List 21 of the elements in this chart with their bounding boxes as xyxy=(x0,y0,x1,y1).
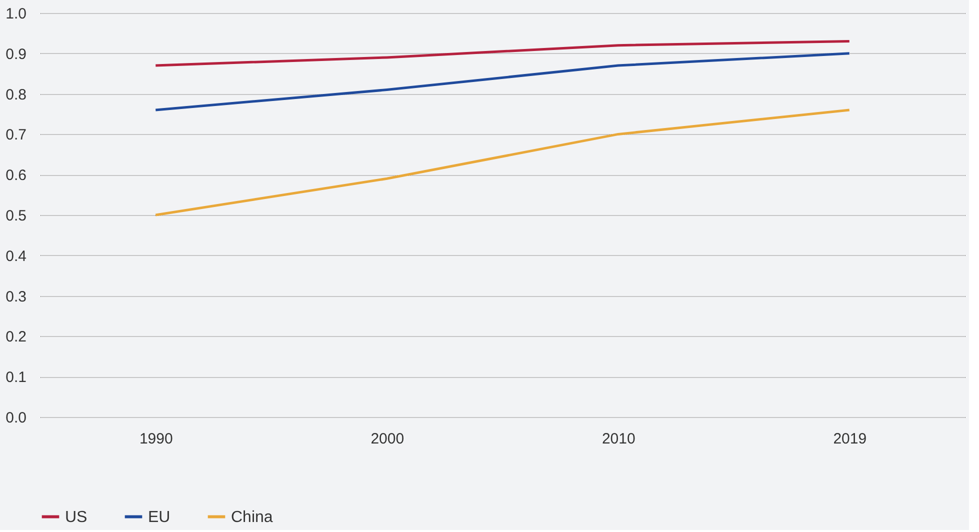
y-tick-label: 0.1 xyxy=(6,369,26,386)
y-tick-label: 1.0 xyxy=(6,6,26,22)
y-tick-label: 0.0 xyxy=(6,410,26,426)
line-series xyxy=(154,52,851,112)
x-tick-label: 2000 xyxy=(370,430,404,448)
y-tick-label: 0.6 xyxy=(6,167,26,184)
x-tick-label: 2019 xyxy=(833,430,867,448)
legend-label: China xyxy=(231,508,273,526)
y-tick-label: 0.7 xyxy=(6,126,26,144)
legend-label: EU xyxy=(148,508,170,526)
line-series xyxy=(154,40,851,67)
y-tick-label: 0.9 xyxy=(6,46,26,63)
legend-label: US xyxy=(65,508,88,526)
x-tick-label: 2010 xyxy=(602,430,636,448)
y-tick-label: 0.3 xyxy=(6,288,26,306)
y-tick-label: 0.8 xyxy=(6,86,26,104)
y-tick-label: 0.5 xyxy=(6,208,26,224)
line-series xyxy=(154,108,851,216)
y-tick-label: 0.2 xyxy=(6,328,26,346)
x-tick-label: 1990 xyxy=(139,430,173,448)
y-tick-label: 0.4 xyxy=(6,248,26,265)
